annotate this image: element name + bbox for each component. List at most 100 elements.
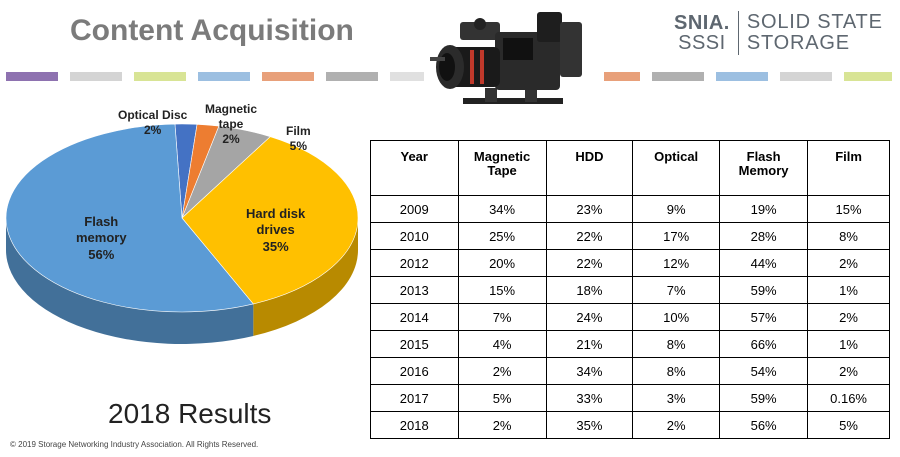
cinema-camera-icon: [425, 2, 600, 115]
table-cell: 2017: [370, 384, 459, 412]
table-header-row: Year Magnetic Tape HDD Optical Flash Mem…: [370, 140, 890, 196]
table-cell: 57%: [719, 303, 809, 331]
table-cell: 20%: [457, 249, 547, 277]
label-tape: Magnetic tape 2%: [205, 102, 258, 146]
table-cell: 23%: [545, 195, 634, 223]
table-cell: 56%: [719, 411, 809, 439]
table-cell: 2%: [807, 249, 890, 277]
table-cell: 1%: [807, 276, 890, 304]
table-cell: 2009: [370, 195, 459, 223]
table-cell: 2010: [370, 222, 459, 250]
snia-sssi-logo: SNIA. SSSI SOLID STATE STORAGE: [674, 8, 883, 58]
table-cell: 18%: [545, 276, 634, 304]
table-cell: 2018: [370, 411, 459, 439]
table-cell: 15%: [807, 195, 890, 223]
table-cell: 0.16%: [807, 384, 890, 412]
decor-stripe: [198, 72, 250, 81]
table-cell: 2%: [632, 411, 721, 439]
decor-stripe: [390, 72, 424, 81]
logo-right-line2: STORAGE: [746, 32, 850, 54]
table-cell: 59%: [719, 384, 809, 412]
table-cell: 5%: [457, 384, 547, 412]
col-hdd-header: HDD: [545, 140, 634, 196]
table-cell: 17%: [632, 222, 721, 250]
storage-share-table: Year Magnetic Tape HDD Optical Flash Mem…: [370, 140, 890, 439]
copyright-notice: © 2019 Storage Networking Industry Assoc…: [10, 440, 259, 449]
decor-stripe: [652, 72, 704, 81]
table-row: 2018 2% 35% 2% 56% 5%: [370, 411, 890, 439]
table-cell: 35%: [545, 411, 634, 439]
decor-stripe: [70, 72, 122, 81]
label-optical: Optical Disc 2%: [118, 108, 188, 137]
table-cell: 2%: [807, 303, 890, 331]
decor-stripe: [6, 72, 58, 81]
pie-slice-hard-disk-drives: [181, 136, 359, 305]
decor-stripe: [326, 72, 378, 81]
table-cell: 8%: [632, 357, 721, 385]
table-cell: 7%: [457, 303, 547, 331]
table-row: 2012 20% 22% 12% 44% 2%: [370, 249, 890, 277]
table-cell: 66%: [719, 330, 809, 358]
table-cell: 12%: [632, 249, 721, 277]
col-tape-header: Magnetic Tape: [457, 140, 547, 196]
table-cell: 3%: [632, 384, 721, 412]
table-cell: 2014: [370, 303, 459, 331]
table-cell: 21%: [545, 330, 634, 358]
table-cell: 8%: [632, 330, 721, 358]
table-cell: 33%: [545, 384, 634, 412]
table-cell: 59%: [719, 276, 809, 304]
label-flash: Flash memory 56%: [76, 214, 127, 262]
table-cell: 34%: [457, 195, 547, 223]
table-row: 2015 4% 21% 8% 66% 1%: [370, 330, 890, 358]
table-cell: 5%: [807, 411, 890, 439]
table-cell: 24%: [545, 303, 634, 331]
table-cell: 15%: [457, 276, 547, 304]
table-row: 2017 5% 33% 3% 59% 0.16%: [370, 384, 890, 412]
table-cell: 2%: [457, 357, 547, 385]
table-cell: 10%: [632, 303, 721, 331]
table-cell: 2016: [370, 357, 459, 385]
table-cell: 2%: [807, 357, 890, 385]
pie-side-flash-memory: [6, 218, 254, 344]
col-flash-header: Flash Memory: [719, 140, 809, 196]
table-cell: 7%: [632, 276, 721, 304]
logo-sub: SSSI: [678, 32, 726, 54]
pie-side-hard-disk-drives: [253, 218, 358, 336]
pie-chart: Optical Disc 2% Magnetic tape 2% Film 5% Har…: [0, 100, 370, 365]
table-cell: 2012: [370, 249, 459, 277]
table-cell: 19%: [719, 195, 809, 223]
table-cell: 1%: [807, 330, 890, 358]
col-film-header: Film: [807, 140, 890, 196]
decor-stripe: [780, 72, 832, 81]
table-row: 2014 7% 24% 10% 57% 2%: [370, 303, 890, 331]
table-cell: 4%: [457, 330, 547, 358]
table-cell: 22%: [545, 222, 634, 250]
page-title: Content Acquisition: [70, 14, 354, 47]
table-row: 2010 25% 22% 17% 28% 8%: [370, 222, 890, 250]
decor-stripe: [716, 72, 768, 81]
label-hdd: Hard disk drives 35%: [246, 206, 306, 254]
decor-stripe: [844, 72, 892, 81]
table-cell: 9%: [632, 195, 721, 223]
table-cell: 28%: [719, 222, 809, 250]
table-cell: 54%: [719, 357, 809, 385]
pie-slice-flash-memory: [5, 123, 254, 313]
table-row: 2016 2% 34% 8% 54% 2%: [370, 357, 890, 385]
table-row: 2009 34% 23% 9% 19% 15%: [370, 195, 890, 223]
decor-stripe: [134, 72, 186, 81]
table-cell: 34%: [545, 357, 634, 385]
table-cell: 25%: [457, 222, 547, 250]
table-cell: 2013: [370, 276, 459, 304]
logo-right-line1: SOLID STATE: [746, 11, 883, 33]
results-caption: 2018 Results: [108, 398, 272, 429]
table-cell: 2%: [457, 411, 547, 439]
col-year-header: Year: [370, 140, 459, 196]
label-film: Film 5%: [286, 124, 311, 153]
table-cell: 2015: [370, 330, 459, 358]
table-cell: 22%: [545, 249, 634, 277]
decor-stripe: [604, 72, 640, 81]
col-optical-header: Optical: [632, 140, 721, 196]
decor-stripe: [262, 72, 314, 81]
logo-divider: [737, 11, 739, 55]
table-row: 2013 15% 18% 7% 59% 1%: [370, 276, 890, 304]
